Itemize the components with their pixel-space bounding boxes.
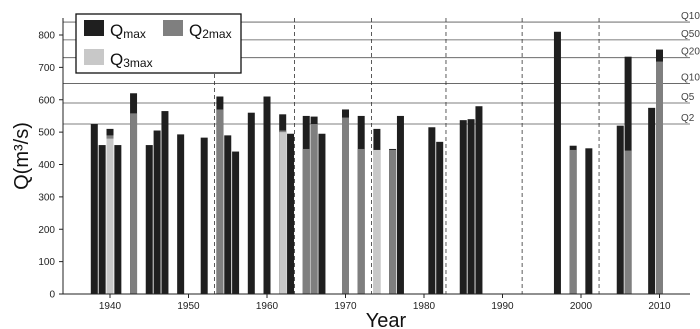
legend-label: Qmax xyxy=(110,21,146,41)
return-period-label: Q50 xyxy=(681,29,700,40)
x-tick-label: 2000 xyxy=(570,301,593,312)
bar-qmax xyxy=(428,127,436,294)
bar-qmax xyxy=(224,135,232,294)
bar-qmax xyxy=(585,148,593,294)
x-tick-label: 1990 xyxy=(491,301,514,312)
legend-swatch xyxy=(84,20,104,36)
bar-q2max xyxy=(357,148,365,294)
bar-qmax xyxy=(459,120,467,295)
legend: Qmax Q2max Q3max xyxy=(75,13,242,74)
y-tick-label: 600 xyxy=(38,95,55,106)
bar-qmax xyxy=(90,124,98,294)
bar-qmax xyxy=(287,133,295,294)
legend-label: Q3max xyxy=(110,50,153,70)
return-period-label: Q10 xyxy=(681,73,700,84)
bar-q3max xyxy=(106,138,114,294)
bar-qmax xyxy=(200,137,208,294)
reference-lines: Q10 Q50 Q20 Q10 Q5 Q2 xyxy=(63,11,700,294)
bar-qmax xyxy=(318,133,326,294)
y-tick-label: 400 xyxy=(38,160,55,171)
x-axis-title: Year xyxy=(366,310,407,329)
bar-qmax xyxy=(114,145,122,294)
bar-q3max xyxy=(279,132,287,294)
bar-q2max xyxy=(216,109,224,295)
y-tick-label: 100 xyxy=(38,257,55,268)
legend-swatch xyxy=(163,20,183,36)
bar-qmax xyxy=(153,130,161,294)
bar-qmax xyxy=(616,125,624,295)
bar-qmax xyxy=(475,106,483,294)
y-tick-label: 800 xyxy=(38,31,55,42)
bar-qmax xyxy=(247,112,255,294)
bar-qmax xyxy=(177,134,185,294)
bar-qmax xyxy=(263,96,271,294)
y-tick-label: 700 xyxy=(38,63,55,74)
bar-qmax xyxy=(648,107,656,294)
bars xyxy=(90,31,663,295)
x-tick-label: 2010 xyxy=(648,301,671,312)
legend-label: Q2max xyxy=(189,21,232,41)
ticks: 1940 1950 1960 1970 1980 1990 2000 2010 0 100 200 3… xyxy=(38,31,671,313)
bar-q2max xyxy=(302,148,310,294)
bar-q3max xyxy=(373,149,381,294)
x-tick-label: 1980 xyxy=(413,301,436,312)
legend-swatch xyxy=(84,49,104,65)
bar-q2max xyxy=(389,149,397,294)
bar-q2max xyxy=(656,61,663,294)
y-tick-label: 200 xyxy=(38,225,55,236)
bar-q2max xyxy=(569,149,577,294)
x-tick-label: 1950 xyxy=(177,301,200,312)
bar-q2max xyxy=(342,117,349,295)
bar-qmax xyxy=(161,111,169,294)
return-period-label: Q10 xyxy=(681,11,700,22)
bar-qmax xyxy=(232,151,240,294)
bar-qmax xyxy=(145,145,153,294)
return-period-label: Q5 xyxy=(681,92,695,103)
bar-q2max xyxy=(310,124,318,294)
axes xyxy=(62,18,690,295)
bar-qmax xyxy=(467,119,475,294)
bar-qmax xyxy=(396,115,404,294)
return-period-label: Q20 xyxy=(681,47,700,58)
bar-qmax xyxy=(553,31,561,294)
x-tick-label: 1970 xyxy=(334,301,357,312)
bar-q2max xyxy=(624,150,632,294)
y-tick-label: 500 xyxy=(38,128,55,139)
y-axis-title: Q(m³/s) xyxy=(11,122,33,190)
bar-qmax xyxy=(436,141,444,294)
y-tick-label: 300 xyxy=(38,192,55,203)
bar-q2max xyxy=(130,113,138,294)
x-tick-label: 1940 xyxy=(99,301,122,312)
x-tick-label: 1960 xyxy=(256,301,279,312)
y-tick-label: 0 xyxy=(49,290,55,301)
return-period-label: Q2 xyxy=(681,113,695,124)
bar-qmax xyxy=(98,145,106,294)
